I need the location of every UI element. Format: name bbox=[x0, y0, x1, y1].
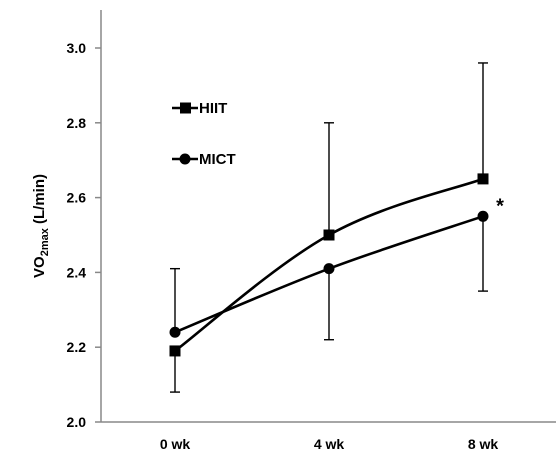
y-ticks: 2.0 2.2 2.4 2.6 2.8 3.0 bbox=[67, 40, 101, 430]
y-axis-label-main: VO bbox=[31, 256, 48, 278]
y-tick-label: 2.6 bbox=[67, 190, 87, 206]
legend-label: HIIT bbox=[199, 100, 227, 117]
marker-mict bbox=[169, 326, 181, 338]
annotations: * bbox=[496, 195, 504, 217]
y-tick-label: 3.0 bbox=[67, 40, 87, 56]
marker-hiit bbox=[323, 229, 335, 241]
markers bbox=[169, 173, 489, 357]
error-bars bbox=[170, 62, 488, 393]
y-axis-label-unit: (L/min) bbox=[31, 174, 48, 228]
legend-marker-square bbox=[180, 102, 191, 114]
x-tick-label: 8 wk bbox=[468, 436, 499, 452]
marker-mict bbox=[323, 263, 335, 275]
y-tick-label: 2.0 bbox=[67, 414, 87, 430]
x-tick-label: 0 wk bbox=[160, 436, 191, 452]
x-ticks: 0 wk 4 wk 8 wk bbox=[160, 436, 499, 452]
marker-hiit bbox=[169, 345, 181, 357]
y-tick-label: 2.4 bbox=[67, 264, 87, 280]
marker-hiit bbox=[477, 173, 489, 185]
significance-asterisk: * bbox=[496, 195, 504, 217]
y-tick-label: 2.8 bbox=[67, 115, 87, 131]
y-tick-label: 2.2 bbox=[67, 339, 87, 355]
axes bbox=[100, 10, 556, 423]
marker-mict bbox=[477, 210, 489, 222]
x-tick-label: 4 wk bbox=[314, 436, 345, 452]
y-axis-label: VO2max (L/min) bbox=[31, 174, 51, 278]
y-axis-label-sub: 2max bbox=[39, 227, 51, 256]
legend: HIIT MICT bbox=[172, 100, 236, 168]
legend-marker-circle bbox=[179, 153, 191, 165]
legend-label: MICT bbox=[199, 151, 236, 168]
